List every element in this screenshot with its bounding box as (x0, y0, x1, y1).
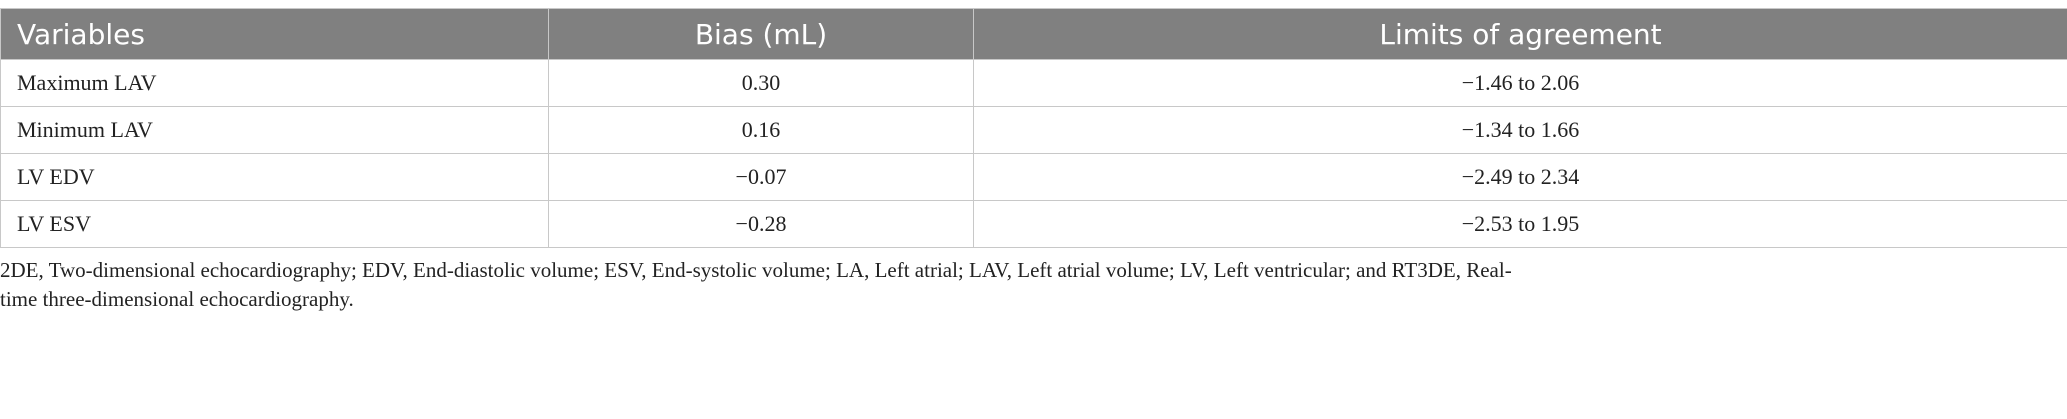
table-cell: 0.16 (548, 106, 974, 154)
header-cell: Variables (0, 8, 549, 60)
table-row: Maximum LAV 0.30 −1.46 to 2.06 (0, 59, 2067, 107)
table-cell: LV EDV (0, 153, 549, 201)
table-cell: −1.46 to 2.06 (973, 59, 2067, 107)
table-cell: Minimum LAV (0, 106, 549, 154)
table-cell: −2.53 to 1.95 (973, 200, 2067, 248)
table-cell: −0.07 (548, 153, 974, 201)
header-cell: Limits of agreement (973, 8, 2067, 60)
table-cell: −0.28 (548, 200, 974, 248)
footnote: 2DE, Two-dimensional echocardiography; E… (0, 258, 1512, 311)
table-cell: −1.34 to 1.66 (973, 106, 2067, 154)
table-cell: −2.49 to 2.34 (973, 153, 2067, 201)
table-row: LV ESV −0.28 −2.53 to 1.95 (0, 200, 2067, 248)
table-cell: 0.30 (548, 59, 974, 107)
header-row: Variables Bias (mL) Limits of agreement (0, 8, 2067, 60)
header-cell: Bias (mL) (548, 8, 974, 60)
data-table: Variables Bias (mL) Limits of agreement Ma… (0, 8, 2067, 248)
table-cell: Maximum LAV (0, 59, 549, 107)
table-cell: LV ESV (0, 200, 549, 248)
table-row: Minimum LAV 0.16 −1.34 to 1.66 (0, 106, 2067, 154)
table-row: LV EDV −0.07 −2.49 to 2.34 (0, 153, 2067, 201)
